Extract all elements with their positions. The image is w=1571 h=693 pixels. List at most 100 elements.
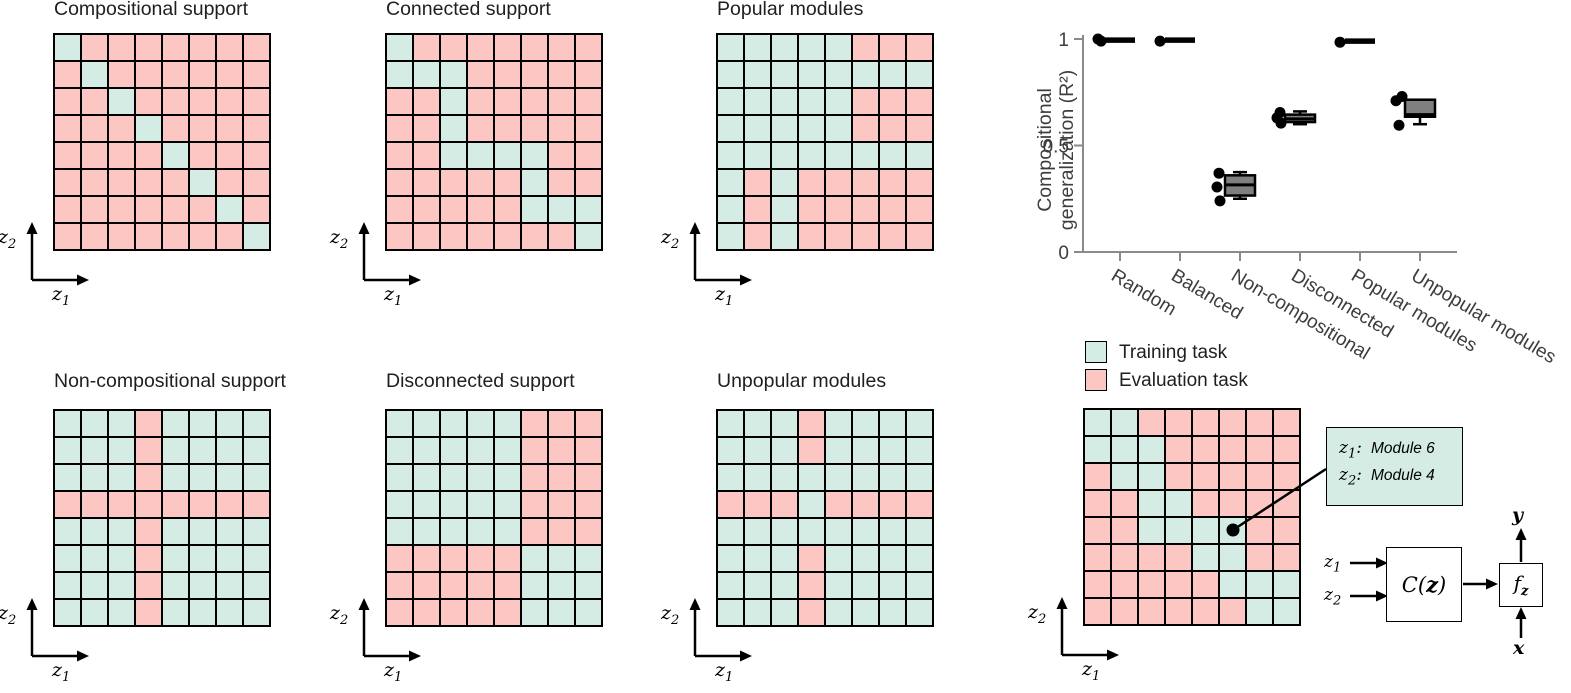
evaluation-cell <box>1166 464 1191 489</box>
training-cell <box>468 465 493 490</box>
training-cell <box>826 519 851 544</box>
training-cell <box>244 465 269 490</box>
training-cell <box>414 438 439 463</box>
boxplot-box <box>1271 106 1317 129</box>
training-cell <box>82 600 107 625</box>
evaluation-cell <box>109 224 134 249</box>
training-cell <box>826 573 851 598</box>
training-cell <box>55 573 80 598</box>
axis-widget: z2 z1 <box>328 222 443 317</box>
evaluation-cell <box>190 143 215 168</box>
training-cell <box>1247 572 1272 597</box>
training-cell <box>387 438 412 463</box>
training-cell <box>880 438 905 463</box>
evaluation-cell <box>549 438 574 463</box>
evaluation-cell <box>495 573 520 598</box>
training-cell <box>55 519 80 544</box>
evaluation-cell <box>1247 464 1272 489</box>
evaluation-cell <box>190 89 215 114</box>
evaluation-cell <box>163 197 188 222</box>
training-cell <box>190 519 215 544</box>
evaluation-cell <box>1220 464 1245 489</box>
training-cell <box>1139 518 1164 543</box>
z1-axis-label: z1 <box>52 283 71 309</box>
scatter-point <box>1334 36 1346 48</box>
panel-title-unpopular: Unpopular modules <box>717 370 887 392</box>
evaluation-cell <box>1112 599 1137 624</box>
training-cell <box>163 600 188 625</box>
training-cell <box>441 519 466 544</box>
axis-widget: z2 z1 <box>328 598 443 693</box>
training-cell <box>55 438 80 463</box>
evaluation-cell <box>414 224 439 249</box>
scatter-point <box>1393 119 1405 131</box>
training-cell <box>217 573 242 598</box>
evaluation-cell <box>468 62 493 87</box>
evaluation-cell <box>799 600 824 625</box>
training-cell <box>1139 464 1164 489</box>
evaluation-cell <box>549 89 574 114</box>
training-cell <box>799 116 824 141</box>
axis-widget: z2 z1 <box>0 598 111 693</box>
training-cell <box>522 573 547 598</box>
evaluation-cell <box>549 519 574 544</box>
arrow-up-icon <box>1515 528 1527 562</box>
evaluation-cell <box>82 143 107 168</box>
evaluation-cell <box>907 197 932 222</box>
training-cell <box>826 600 851 625</box>
evaluation-cell <box>1274 437 1299 462</box>
training-cell <box>190 600 215 625</box>
evaluation-cell <box>549 62 574 87</box>
evaluation-cell <box>190 116 215 141</box>
evaluation-cell <box>549 411 574 436</box>
evaluation-cell <box>217 170 242 195</box>
evaluation-cell <box>522 492 547 517</box>
training-cell <box>549 546 574 571</box>
evaluation-cell <box>468 89 493 114</box>
training-cell <box>772 89 797 114</box>
training-cell <box>82 519 107 544</box>
z1-axis-label: z1 <box>384 659 403 685</box>
training-cell <box>217 411 242 436</box>
evaluation-cell <box>495 116 520 141</box>
training-cell <box>441 116 466 141</box>
evaluation-cell <box>441 224 466 249</box>
training-cell <box>1139 437 1164 462</box>
training-cell <box>244 438 269 463</box>
y-tick-label: 0 <box>1058 243 1069 264</box>
evaluation-cell <box>1220 437 1245 462</box>
evaluation-cell <box>799 573 824 598</box>
arrow-right-icon <box>1350 590 1388 602</box>
evaluation-cell <box>217 492 242 517</box>
evaluation-cell <box>880 224 905 249</box>
training-cell <box>772 600 797 625</box>
boxplot-box <box>1154 35 1195 47</box>
training-cell <box>718 465 743 490</box>
evaluation-cell <box>1220 410 1245 435</box>
module-function-box: fz <box>1499 563 1543 607</box>
training-cell <box>772 411 797 436</box>
training-cell <box>1193 518 1218 543</box>
z1-axis-label: z1 <box>384 283 403 309</box>
evaluation-cell <box>907 492 932 517</box>
training-cell <box>441 438 466 463</box>
evaluation-cell <box>576 89 601 114</box>
z2-axis-label: z2 <box>1028 601 1047 627</box>
evaluation-cell <box>1274 518 1299 543</box>
evaluation-cell <box>163 170 188 195</box>
training-cell <box>853 546 878 571</box>
evaluation-cell <box>163 62 188 87</box>
evaluation-cell <box>109 62 134 87</box>
panel-title-compositional: Compositional support <box>54 0 249 20</box>
evaluation-cell <box>576 143 601 168</box>
evaluation-cell <box>244 492 269 517</box>
evaluation-cell <box>414 546 439 571</box>
training-cell <box>109 89 134 114</box>
training-cell <box>745 35 770 60</box>
box-rect <box>1403 98 1437 118</box>
evaluation-cell <box>1085 599 1110 624</box>
training-cell <box>1085 410 1110 435</box>
evaluation-cell <box>136 546 161 571</box>
boxplot-box <box>1390 91 1437 131</box>
support-grid-unpopular <box>716 409 934 627</box>
